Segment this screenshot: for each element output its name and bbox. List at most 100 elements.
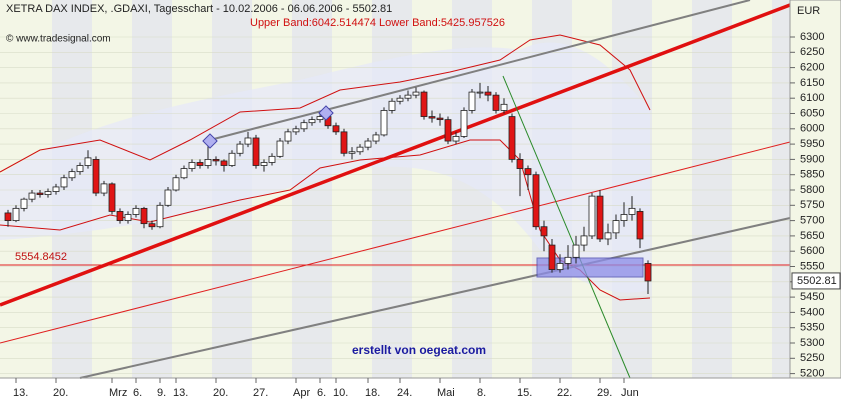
- y-tick-label: 5700: [800, 215, 824, 227]
- x-tick-label: 27.: [253, 387, 268, 399]
- candle-body: [636, 211, 644, 240]
- candle-body: [588, 195, 596, 237]
- candle-body: [52, 186, 60, 192]
- y-tick-label: 5750: [800, 199, 824, 211]
- candle-body: [108, 183, 116, 212]
- candle-body: [348, 151, 356, 154]
- candle-body: [404, 94, 412, 99]
- candle-body: [644, 263, 652, 282]
- candle-body: [20, 198, 28, 209]
- y-tick-label: 5300: [800, 337, 824, 349]
- x-tick-label: Mai: [437, 387, 455, 399]
- candle-body: [140, 207, 148, 225]
- y-tick-label: 5900: [800, 153, 824, 165]
- y-tick-label: 6250: [800, 46, 824, 58]
- y-tick-label: 6050: [800, 107, 824, 119]
- trend-line: [0, 3, 791, 307]
- x-tick-label: Jun: [621, 387, 639, 399]
- candle-body: [124, 214, 132, 221]
- x-tick-label: 8.: [477, 387, 486, 399]
- x-tick-label: 29.: [597, 387, 612, 399]
- subtitle: Upper Band:6042.514474 Lower Band:5425.9…: [250, 17, 505, 29]
- y-tick-label: 5350: [800, 322, 824, 334]
- candle-body: [148, 223, 156, 228]
- candle-body: [452, 136, 460, 142]
- x-tick-label: 15.: [517, 387, 532, 399]
- candle-body: [164, 189, 172, 206]
- x-tick-label: 20.: [53, 387, 68, 399]
- week-stripe: [692, 0, 732, 378]
- support-box: [536, 257, 644, 278]
- candle-body: [500, 103, 508, 111]
- y-tick-label: 5400: [800, 306, 824, 318]
- last-price-box: [791, 272, 841, 290]
- x-tick-label: Mrz: [109, 387, 127, 399]
- candle-body: [252, 137, 260, 166]
- candle-body: [476, 91, 484, 94]
- candle-body: [508, 116, 516, 160]
- x-tick-label: 10.: [333, 387, 348, 399]
- candle-body: [292, 128, 300, 133]
- y-tick-label: 5550: [800, 260, 824, 272]
- candle-body: [572, 244, 580, 258]
- candle-body: [628, 207, 636, 215]
- candle-body: [68, 171, 76, 179]
- channel-lower: [79, 217, 791, 379]
- candle-body: [132, 207, 140, 215]
- candle-body: [380, 110, 388, 136]
- grid: [0, 36, 790, 374]
- y-tick-label: 5650: [800, 230, 824, 242]
- y-tick-label: 6200: [800, 62, 824, 74]
- candle-body: [524, 168, 532, 176]
- x-tick-label: 24.: [397, 387, 412, 399]
- y-tick-label: 5850: [800, 169, 824, 181]
- x-tick-label: 13.: [13, 387, 28, 399]
- y-tick-label: 6100: [800, 92, 824, 104]
- level-label: 5554.8452: [15, 251, 67, 263]
- candle-body: [60, 177, 68, 188]
- candle-body: [364, 140, 372, 148]
- candle-body: [28, 192, 36, 200]
- week-stripe: [292, 0, 332, 378]
- candle-body: [516, 158, 524, 169]
- y-tick-label: 5800: [800, 184, 824, 196]
- candle-body: [212, 158, 220, 162]
- candle-body: [532, 174, 540, 228]
- candle-body: [284, 131, 292, 142]
- x-tick-label: 6.: [317, 387, 326, 399]
- source: © www.tradesignal.com: [6, 34, 111, 45]
- candle-body: [228, 152, 236, 166]
- candle-body: [332, 125, 340, 133]
- candle-body: [244, 137, 252, 145]
- candle-body: [612, 220, 620, 234]
- candle-body: [468, 91, 476, 111]
- candle-body: [492, 94, 500, 111]
- candle-body: [196, 162, 204, 166]
- x-tick-label: 6.: [133, 387, 142, 399]
- candle-body: [372, 134, 380, 142]
- candle-body: [76, 165, 84, 173]
- candle-body: [300, 122, 308, 130]
- y-tick-label: 6300: [800, 31, 824, 43]
- annotation: erstellt von oegeat.com: [352, 343, 486, 357]
- candle-body: [340, 131, 348, 154]
- candle-body: [396, 97, 404, 102]
- candle-body: [548, 244, 556, 270]
- candle-body: [460, 110, 468, 137]
- candle-body: [172, 177, 180, 191]
- candle-body: [12, 207, 20, 222]
- candle-body: [308, 119, 316, 124]
- candle-body: [204, 158, 212, 166]
- candle-body: [100, 183, 108, 194]
- candle-body: [220, 160, 228, 166]
- candle-body: [564, 256, 572, 264]
- candle-body: [260, 162, 268, 166]
- candle-body: [4, 212, 12, 221]
- marker: [318, 105, 334, 121]
- x-tick-label: 22.: [557, 387, 572, 399]
- x-tick-label: 9.: [157, 387, 166, 399]
- candle-body: [428, 116, 436, 119]
- candle-body: [180, 168, 188, 179]
- x-tick-label: 20.: [213, 387, 228, 399]
- candle-body: [236, 143, 244, 154]
